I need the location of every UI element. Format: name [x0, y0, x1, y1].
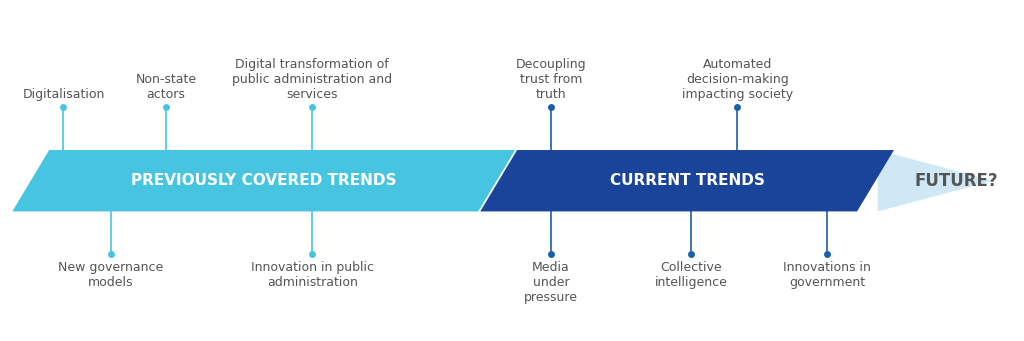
Text: Automated
decision-making
impacting society: Automated decision-making impacting soci…: [682, 58, 793, 101]
Polygon shape: [878, 150, 993, 211]
Text: PREVIOUSLY COVERED TRENDS: PREVIOUSLY COVERED TRENDS: [131, 173, 396, 188]
Text: Innovation in public
administration: Innovation in public administration: [251, 261, 374, 289]
Polygon shape: [480, 150, 894, 211]
Text: Digitalisation: Digitalisation: [23, 88, 104, 101]
Text: Non-state
actors: Non-state actors: [135, 73, 197, 101]
Text: FUTURE?: FUTURE?: [914, 172, 997, 190]
Text: New governance
models: New governance models: [58, 261, 163, 289]
Polygon shape: [12, 150, 515, 211]
Text: Collective
intelligence: Collective intelligence: [654, 261, 728, 289]
Text: Digital transformation of
public administration and
services: Digital transformation of public adminis…: [232, 58, 392, 101]
Text: CURRENT TRENDS: CURRENT TRENDS: [609, 173, 765, 188]
Text: Decoupling
trust from
truth: Decoupling trust from truth: [516, 58, 586, 101]
Text: Media
under
pressure: Media under pressure: [524, 261, 578, 304]
Text: Innovations in
government: Innovations in government: [783, 261, 871, 289]
